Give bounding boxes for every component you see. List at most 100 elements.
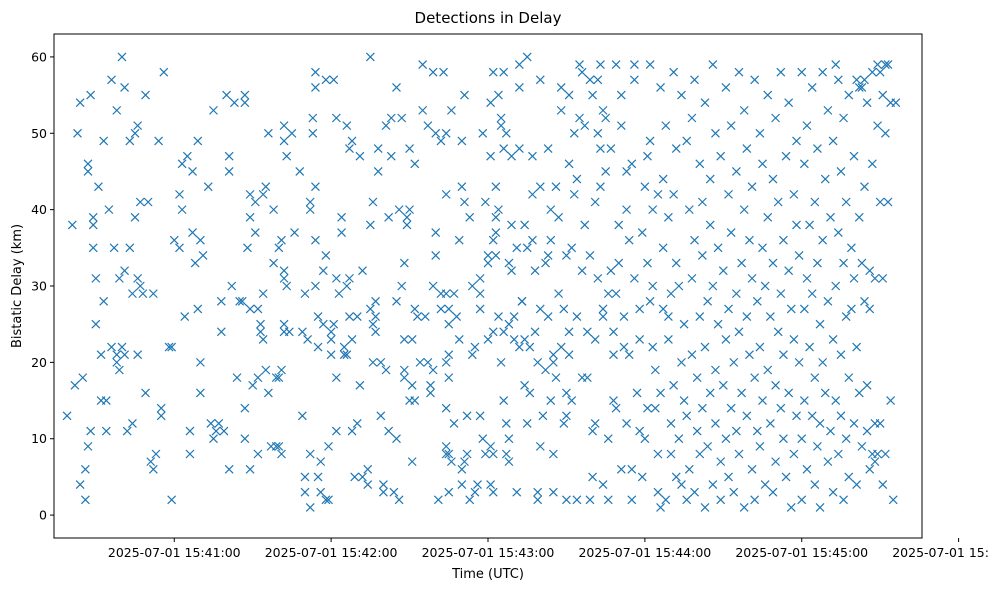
x-tick-label: 2025-07-01 15:45:00 <box>735 545 868 560</box>
data-point <box>154 136 164 146</box>
data-point <box>729 357 739 367</box>
data-point <box>768 487 778 497</box>
data-point <box>420 312 430 321</box>
data-point <box>548 350 558 360</box>
data-point <box>316 487 326 497</box>
data-point <box>248 380 258 390</box>
data-point <box>637 228 647 237</box>
data-point <box>629 273 639 283</box>
data-point <box>575 60 584 69</box>
data-point <box>818 235 828 245</box>
data-point <box>891 98 901 108</box>
data-point <box>739 205 749 215</box>
data-point <box>609 396 618 405</box>
data-point <box>428 281 438 291</box>
data-point <box>326 327 336 337</box>
data-point <box>397 281 407 291</box>
data-point <box>352 312 362 321</box>
data-point <box>483 251 493 260</box>
data-point <box>784 266 794 276</box>
data-point <box>436 136 446 146</box>
data-point <box>562 251 571 260</box>
data-point <box>460 457 469 467</box>
data-point <box>564 350 574 360</box>
data-point <box>308 128 318 138</box>
data-point <box>227 281 237 291</box>
x-tick-label: 2025-07-01 15:42:00 <box>265 545 398 560</box>
data-point <box>452 312 462 321</box>
data-point <box>169 235 179 245</box>
data-point <box>535 75 545 85</box>
data-point <box>590 197 600 207</box>
data-point <box>820 388 830 398</box>
data-point <box>690 235 699 245</box>
data-point <box>697 197 707 207</box>
data-point <box>321 75 331 85</box>
data-point <box>758 396 767 405</box>
data-point <box>875 419 885 428</box>
data-point <box>739 105 749 115</box>
data-point <box>758 159 767 169</box>
data-point <box>488 235 498 245</box>
chart-title: Detections in Delay <box>415 9 562 27</box>
data-point <box>431 251 441 260</box>
data-point <box>88 243 98 253</box>
data-point <box>789 335 799 344</box>
data-point <box>582 327 592 337</box>
data-point <box>645 60 655 69</box>
data-point <box>491 182 501 192</box>
data-point <box>412 312 422 321</box>
data-point <box>365 52 375 62</box>
data-point <box>627 159 637 169</box>
data-point <box>567 243 577 253</box>
data-point <box>726 228 736 237</box>
data-point <box>886 396 896 405</box>
data-point <box>854 212 864 222</box>
data-point <box>99 136 109 146</box>
data-point <box>716 495 726 505</box>
data-point <box>844 373 854 383</box>
data-point <box>164 342 174 352</box>
data-point <box>703 441 713 451</box>
data-point <box>862 380 872 390</box>
data-point <box>841 197 851 207</box>
data-point <box>261 365 271 375</box>
data-point <box>80 464 90 474</box>
data-point <box>457 136 467 146</box>
data-point <box>755 342 765 352</box>
data-point <box>595 182 605 192</box>
data-point <box>690 75 699 85</box>
data-point <box>849 273 859 283</box>
data-point <box>193 304 203 314</box>
y-axis-title: Bistatic Delay (km) <box>10 224 25 348</box>
data-point <box>807 411 817 421</box>
data-point <box>277 365 286 375</box>
data-point <box>554 289 564 299</box>
data-point <box>752 296 762 306</box>
data-point <box>873 449 882 459</box>
data-point <box>384 212 394 222</box>
data-point <box>300 472 310 482</box>
data-point <box>311 182 320 192</box>
data-point <box>392 296 401 306</box>
data-point <box>831 60 841 69</box>
data-point <box>823 105 833 115</box>
data-point <box>614 220 624 230</box>
data-point <box>402 220 412 230</box>
data-point <box>229 98 239 108</box>
data-point <box>721 335 731 344</box>
data-point <box>522 243 532 253</box>
y-tick-label: 50 <box>31 126 47 141</box>
y-tick-label: 10 <box>31 431 47 446</box>
data-point <box>533 487 543 497</box>
data-point <box>405 144 414 153</box>
data-point <box>86 426 96 436</box>
data-point <box>616 90 626 100</box>
data-point <box>776 289 786 299</box>
data-point <box>313 472 323 482</box>
data-point <box>473 480 482 489</box>
data-point <box>708 60 718 69</box>
data-point <box>399 258 409 268</box>
data-point <box>776 67 786 77</box>
data-point <box>88 212 98 222</box>
